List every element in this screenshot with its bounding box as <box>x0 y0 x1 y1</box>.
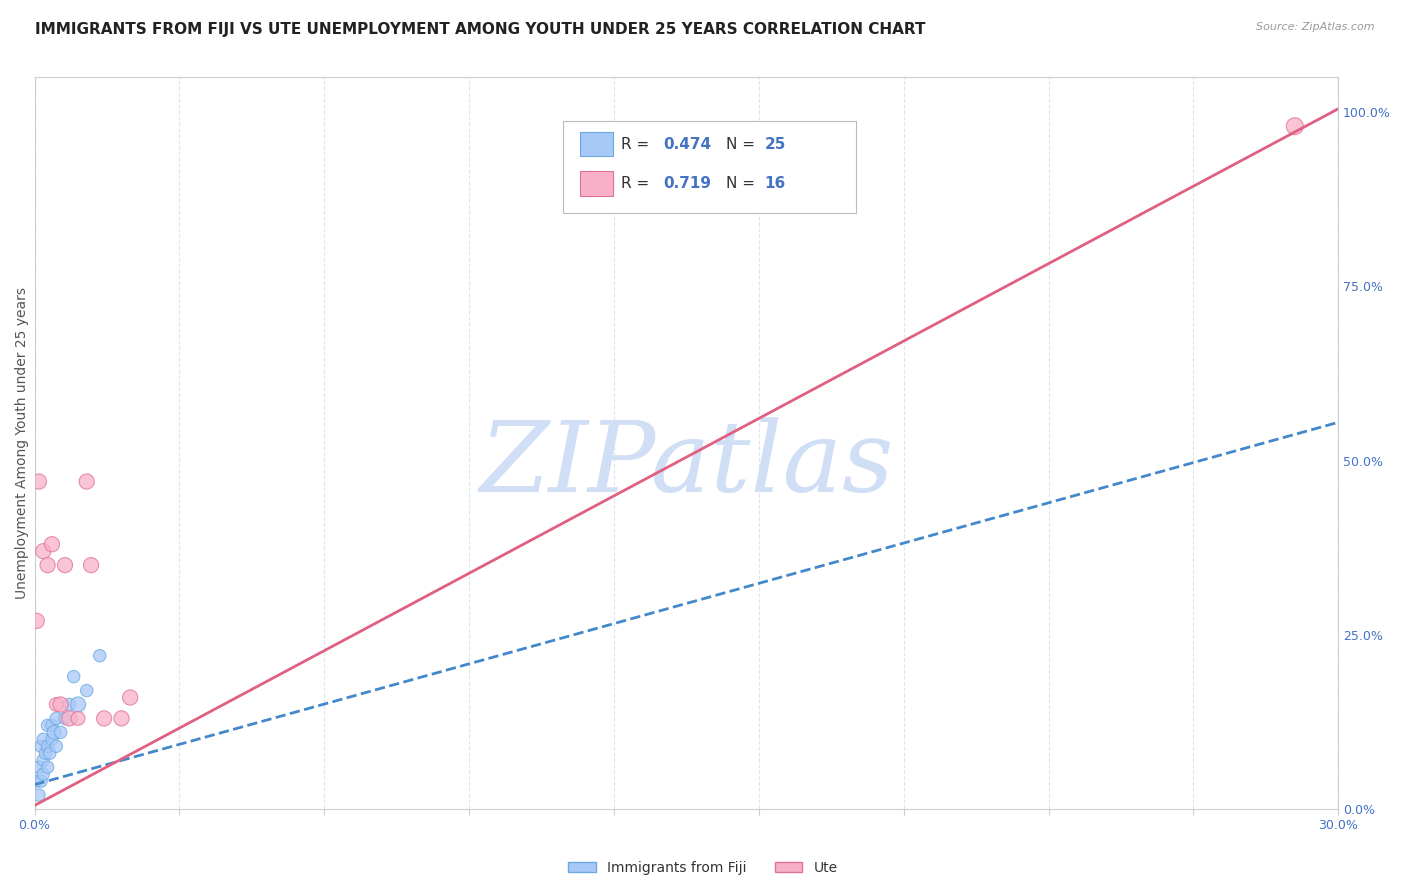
Point <box>41 537 63 551</box>
Point <box>41 732 63 747</box>
Text: N =: N = <box>725 136 759 152</box>
Point <box>45 739 67 754</box>
Point <box>58 711 80 725</box>
Point <box>37 760 59 774</box>
Point <box>49 725 72 739</box>
Text: ZIPatlas: ZIPatlas <box>479 417 894 513</box>
Point <box>38 746 60 760</box>
Text: 16: 16 <box>765 176 786 191</box>
Point <box>32 544 55 558</box>
FancyBboxPatch shape <box>579 171 613 196</box>
Point <box>76 683 98 698</box>
Point <box>34 746 56 760</box>
FancyBboxPatch shape <box>562 121 856 213</box>
Point <box>32 767 55 781</box>
Point <box>53 558 76 573</box>
Point <box>28 760 51 774</box>
Point <box>37 739 59 754</box>
Text: 0.719: 0.719 <box>664 176 711 191</box>
Point <box>53 711 76 725</box>
Point <box>37 558 59 573</box>
Point <box>32 732 55 747</box>
Text: R =: R = <box>621 136 654 152</box>
Point <box>25 614 48 628</box>
Point <box>58 698 80 712</box>
Point <box>45 698 67 712</box>
Text: Source: ZipAtlas.com: Source: ZipAtlas.com <box>1257 22 1375 32</box>
Point <box>76 475 98 489</box>
Point <box>66 711 89 725</box>
Point <box>41 718 63 732</box>
Text: N =: N = <box>725 176 759 191</box>
Text: IMMIGRANTS FROM FIJI VS UTE UNEMPLOYMENT AMONG YOUTH UNDER 25 YEARS CORRELATION : IMMIGRANTS FROM FIJI VS UTE UNEMPLOYMENT… <box>35 22 925 37</box>
Point <box>110 711 132 725</box>
Point <box>1284 119 1306 133</box>
Point <box>30 774 52 789</box>
Point <box>93 711 115 725</box>
Text: R =: R = <box>621 176 654 191</box>
Point <box>49 698 72 712</box>
Point <box>120 690 142 705</box>
Y-axis label: Unemployment Among Youth under 25 years: Unemployment Among Youth under 25 years <box>15 287 30 599</box>
Point <box>37 718 59 732</box>
Text: 0.474: 0.474 <box>664 136 711 152</box>
Text: 25: 25 <box>765 136 786 152</box>
Point <box>42 725 65 739</box>
Point <box>25 774 48 789</box>
FancyBboxPatch shape <box>579 132 613 156</box>
Legend: Immigrants from Fiji, Ute: Immigrants from Fiji, Ute <box>562 855 844 880</box>
Point <box>28 788 51 802</box>
Point <box>45 711 67 725</box>
Point <box>62 670 84 684</box>
Point <box>30 739 52 754</box>
Point <box>28 475 51 489</box>
Point <box>89 648 111 663</box>
Point <box>32 753 55 767</box>
Point <box>80 558 103 573</box>
Point <box>66 698 89 712</box>
